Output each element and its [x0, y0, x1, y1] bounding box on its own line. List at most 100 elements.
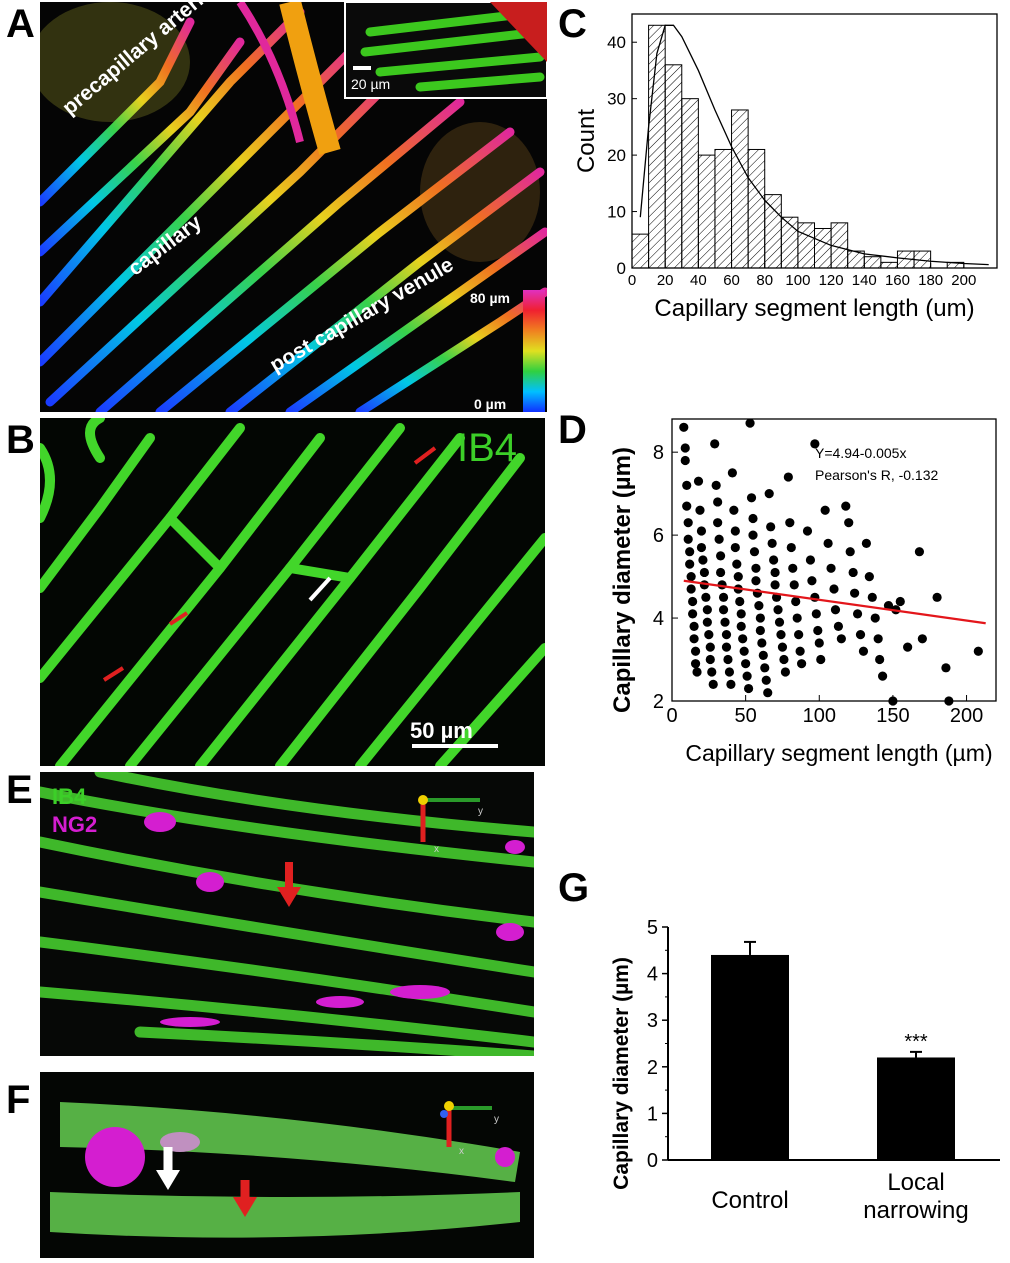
stain-label-ng2-e: NG2: [52, 812, 98, 837]
histogram-bar: [664, 64, 683, 269]
category-label-line1: Local: [887, 1169, 944, 1196]
histogram-bar: [714, 148, 733, 269]
x-tick-label: 100: [785, 272, 810, 289]
scatter-point: [807, 576, 817, 586]
scatter-point: [702, 605, 712, 615]
scatter-point: [730, 542, 740, 553]
scatter-point: [941, 663, 951, 673]
scatter-point: [845, 547, 855, 557]
scatter-point: [867, 592, 877, 602]
histogram-bar: [631, 233, 650, 269]
scatter-point: [683, 518, 693, 528]
scatter-point: [883, 601, 894, 611]
scatter-point: [903, 642, 913, 652]
scatter-point: [707, 667, 717, 677]
scatter-point: [757, 638, 767, 648]
x-tick-label: 80: [756, 272, 773, 289]
panel-letter-c: C: [558, 2, 587, 46]
axis-y-label-e: y: [478, 806, 483, 817]
histogram-bar: [797, 222, 815, 269]
plot-frame: [631, 13, 998, 269]
histogram-bar: [731, 109, 749, 269]
scatter-point: [870, 613, 880, 623]
scatter-point: [713, 497, 723, 507]
axis-x-label-f: x: [459, 1146, 464, 1157]
y-tick-label: 2: [653, 691, 664, 713]
scatter-point: [755, 613, 765, 623]
scatter-point: [802, 526, 813, 536]
scatter-point: [823, 538, 833, 549]
y-tick-label: 0: [647, 1150, 658, 1172]
histogram-bar: [681, 98, 699, 269]
scatter-point: [689, 621, 699, 631]
panel-letter-d: D: [558, 408, 587, 452]
y-axis-title: Capillary diameter (µm): [610, 957, 633, 1190]
x-tick-label: 20: [657, 272, 674, 289]
scatter-point: [683, 534, 693, 544]
scatter-point: [701, 592, 711, 602]
x-tick-label: 120: [819, 272, 844, 289]
scatter-point: [726, 679, 736, 690]
y-tick-label: 20: [607, 146, 626, 165]
vessel-network-b: [40, 418, 545, 766]
pearson-r-label: Pearson's R, -0.132: [815, 467, 939, 483]
scatter-point: [733, 571, 743, 582]
scatter-point: [746, 493, 757, 503]
colorbar-top-label: 80 µm: [470, 290, 510, 306]
scatter-point: [682, 501, 692, 511]
scatter-point: [705, 654, 715, 665]
y-tick-label: 40: [607, 33, 626, 52]
scatter-point: [705, 642, 715, 652]
scatter-point: [878, 671, 888, 681]
scatter-point: [761, 675, 771, 685]
scatter-point: [758, 650, 768, 660]
scatter-point: [917, 634, 927, 644]
y-tick-label: 30: [607, 90, 626, 109]
scatter-point: [686, 584, 696, 594]
scatter-point: [730, 526, 740, 536]
scatter-point: [739, 646, 749, 656]
scatter-point: [724, 667, 735, 677]
x-tick-label: 200: [950, 705, 983, 727]
y-axis-title: Count: [573, 109, 600, 173]
scatter-point: [736, 621, 746, 631]
y-tick-label: 2: [647, 1057, 658, 1079]
x-tick-label: 60: [723, 272, 740, 289]
scatter-point: [711, 480, 721, 490]
scatter-point: [688, 609, 698, 619]
x-axis-title: Capillary segment length (um): [654, 295, 974, 322]
scatter-point: [743, 683, 754, 694]
panel-letter-b: B: [6, 418, 35, 462]
x-tick-label: 40: [690, 272, 707, 289]
scatter-point: [792, 613, 802, 623]
vessel-render-e: [40, 772, 534, 1056]
x-tick-label: 0: [666, 705, 677, 727]
scatter-point: [745, 418, 755, 428]
histogram-bar: [747, 148, 766, 269]
scatter-point: [751, 563, 761, 573]
y-tick-label: 3: [647, 1010, 658, 1032]
scatter-point: [755, 625, 765, 636]
scatter-point: [689, 634, 699, 644]
scatter-point: [714, 534, 724, 544]
scatter-point: [680, 443, 690, 453]
scatter-point: [699, 567, 709, 578]
scatter-point: [813, 625, 823, 636]
x-axis-title: Capillary segment length (µm): [685, 740, 992, 766]
scatter-point: [718, 605, 729, 615]
inset-scale-label: 20 µm: [351, 76, 391, 92]
scatter-point: [727, 468, 737, 478]
axis-y-label-f: y: [494, 1114, 499, 1125]
scatter-point: [749, 547, 760, 557]
scatter-point: [718, 592, 729, 602]
fit-curve: [639, 24, 989, 266]
scatter-point: [716, 567, 726, 578]
x-tick-label: 200: [951, 272, 976, 289]
scatter-point: [861, 538, 871, 549]
scatter-point: [770, 567, 780, 578]
y-tick-label: 4: [647, 964, 658, 986]
scatter-point: [680, 455, 690, 466]
scatter-point: [797, 659, 807, 669]
scatter-point: [810, 439, 820, 449]
